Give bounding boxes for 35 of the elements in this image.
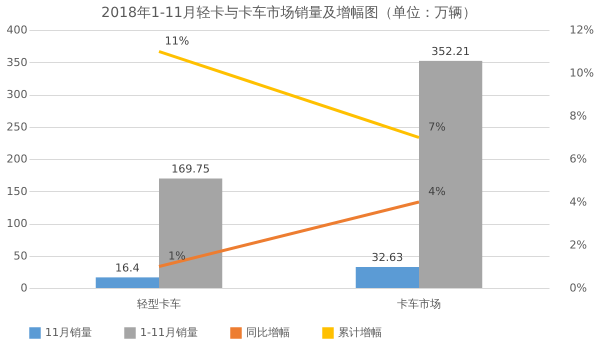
y-tick-label: 250 [6, 120, 28, 134]
y2-tick-label: 0% [570, 282, 587, 294]
data-label: 11% [164, 34, 190, 48]
data-label: 169.75 [171, 162, 210, 176]
bar [419, 60, 482, 288]
y-tick-label: 350 [6, 56, 28, 69]
y2-tick-label: 4% [570, 196, 587, 208]
y-tick-label: 150 [6, 184, 28, 198]
y2-tick-label: 10% [570, 66, 594, 80]
data-label: 7% [428, 120, 446, 134]
y2-tick-label: 8% [570, 110, 587, 122]
bar [159, 178, 222, 288]
x-tick-label: 轻型卡车 [137, 298, 181, 310]
y-tick-label: 300 [6, 88, 28, 101]
chart-title: 2018年1-11月轻卡与卡车市场销量及增幅图（单位：万辆） [101, 5, 477, 21]
data-label: 32.63 [372, 250, 404, 264]
legend-label: 11月销量 [45, 326, 92, 339]
data-label: 1% [168, 250, 186, 262]
x-tick-label: 卡车市场 [397, 298, 441, 310]
bar [356, 266, 419, 288]
y-tick-label: 100 [6, 217, 28, 230]
legend-label: 累计增幅 [338, 326, 382, 339]
legend-label: 同比增幅 [246, 326, 290, 339]
y2-tick-label: 6% [570, 152, 587, 166]
data-label: 352.21 [431, 44, 470, 58]
y-tick-label: 0 [20, 282, 28, 294]
y-tick-label: 400 [6, 24, 28, 36]
bar [96, 277, 159, 288]
data-label: 16.4 [115, 261, 140, 274]
y2-tick-label: 12% [570, 24, 594, 36]
data-label: 4% [428, 185, 446, 198]
y2-tick-label: 2% [570, 238, 587, 252]
y-tick-label: 200 [6, 152, 28, 166]
legend-label: 1-11月销量 [140, 326, 198, 339]
y-tick-label: 50 [14, 249, 28, 262]
